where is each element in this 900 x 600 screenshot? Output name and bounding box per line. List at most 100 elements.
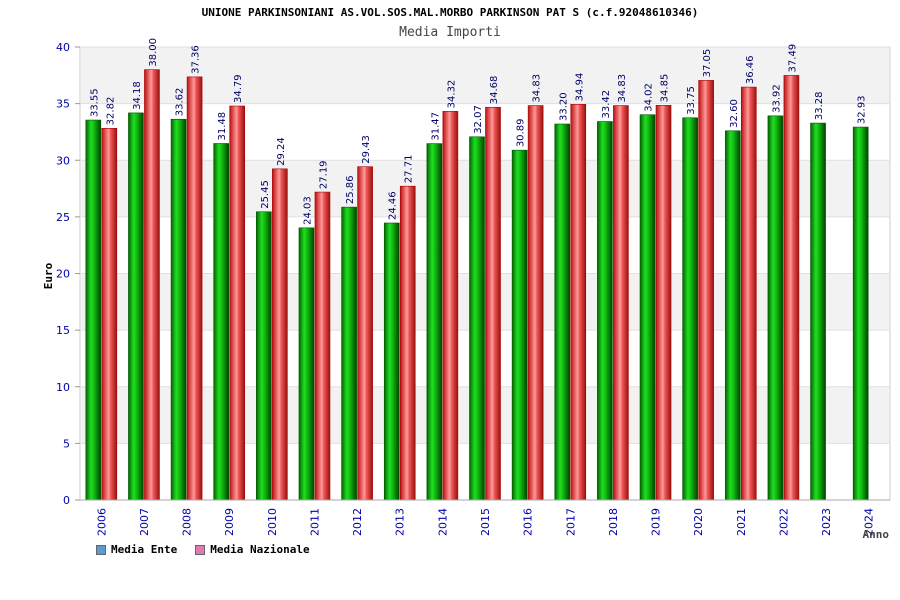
data-label: 33.42 [601, 90, 612, 119]
data-label: 34.79 [233, 74, 244, 103]
data-label: 31.48 [217, 112, 228, 141]
bar [85, 119, 102, 501]
data-label: 30.89 [516, 119, 527, 148]
y-axis-label: Euro [42, 262, 55, 289]
bar [613, 105, 629, 501]
legend-swatch-media-nazionale [195, 544, 206, 555]
x-tick-label: 2020 [692, 508, 705, 536]
data-label: 34.32 [446, 80, 457, 109]
x-tick-label: 2019 [650, 508, 663, 536]
data-label: 33.20 [558, 92, 569, 121]
bar [740, 86, 757, 501]
bar [639, 114, 656, 501]
bar [698, 80, 714, 501]
bar [682, 117, 698, 501]
y-axis: 0 5 10 15 20 25 30 35 40 [56, 41, 80, 507]
data-label: 32.82 [105, 97, 116, 126]
bar [570, 104, 587, 501]
x-axis: 2006 2007 2008 2009 2010 2011 2012 2013 2014 2015… [80, 499, 890, 536]
data-label: 29.43 [361, 135, 372, 164]
data-label: 37.36 [191, 45, 202, 74]
data-label: 33.92 [771, 84, 782, 113]
bar [597, 121, 613, 501]
bar [511, 149, 528, 501]
x-tick-label: 2014 [436, 508, 449, 536]
bar [128, 112, 144, 501]
data-label: 31.47 [430, 112, 441, 141]
x-tick-label: 2022 [777, 508, 790, 536]
bar [144, 69, 160, 501]
y-tick-label: 40 [56, 41, 70, 54]
bar [426, 143, 443, 501]
bar [314, 191, 331, 501]
y-tick-label: 35 [56, 98, 70, 111]
bar [442, 111, 459, 501]
y-tick-label: 25 [56, 211, 70, 224]
data-label: 33.62 [175, 88, 186, 117]
bar [554, 123, 571, 501]
bar [101, 128, 118, 501]
legend-item-media-ente: Media Ente [96, 543, 177, 556]
data-label: 34.68 [489, 76, 500, 105]
data-label: 32.60 [729, 99, 740, 128]
legend-swatch-media-ente [96, 544, 106, 555]
bar [485, 106, 501, 501]
bar [724, 130, 741, 501]
x-tick-label: 2006 [95, 508, 108, 536]
bar [527, 105, 544, 501]
x-tick-label: 2016 [522, 508, 535, 536]
y-tick-label: 15 [56, 324, 70, 337]
x-tick-label: 2012 [351, 508, 364, 536]
bar [272, 168, 288, 501]
legend-label-media-nazionale: Media Nazionale [210, 543, 310, 556]
data-label: 36.46 [745, 55, 756, 84]
data-label: 29.24 [276, 137, 287, 166]
bar [469, 136, 485, 501]
data-label: 27.19 [318, 160, 329, 189]
data-label: 33.55 [89, 88, 100, 117]
chart-title: UNIONE PARKINSONIANI AS.VOL.SOS.MAL.MORB… [201, 6, 699, 19]
x-tick-label: 2021 [735, 508, 748, 536]
bar [783, 75, 800, 501]
legend-item-media-nazionale: Media Nazionale [195, 543, 310, 556]
data-label: 34.02 [644, 83, 655, 112]
x-tick-label: 2013 [394, 508, 407, 536]
data-label: 34.83 [617, 74, 628, 103]
data-label: 32.07 [473, 105, 484, 134]
data-label: 33.28 [814, 91, 825, 120]
data-label: 34.18 [132, 81, 143, 110]
bar [341, 206, 357, 501]
x-tick-label: 2007 [138, 508, 151, 536]
chart-subtitle: Media Importi [399, 25, 501, 40]
x-axis-label: Anno [863, 528, 890, 541]
y-tick-label: 20 [56, 268, 70, 281]
y-tick-label: 5 [63, 437, 70, 450]
bar [357, 166, 373, 501]
data-label: 24.46 [388, 191, 399, 220]
bar [383, 222, 400, 501]
legend-label-media-ente: Media Ente [111, 543, 178, 556]
x-tick-label: 2015 [479, 508, 492, 536]
bar [229, 105, 246, 501]
data-label: 25.45 [260, 180, 271, 209]
data-label: 34.94 [574, 73, 585, 102]
y-tick-label: 30 [56, 154, 70, 167]
bar [213, 143, 230, 501]
data-label: 32.93 [857, 95, 868, 124]
data-label: 34.83 [532, 74, 543, 103]
data-label: 33.75 [686, 86, 697, 115]
x-tick-label: 2009 [223, 508, 236, 536]
legend: Media Ente Media Nazionale [96, 543, 310, 556]
bars: 33.55 32.82 34.18 38.00 33.62 37.36 31.48 34.79… [85, 38, 869, 501]
x-tick-label: 2017 [564, 508, 577, 536]
bar [399, 185, 416, 501]
x-tick-label: 2011 [308, 508, 321, 536]
bar [810, 122, 826, 501]
data-label: 37.05 [702, 49, 713, 78]
data-label: 25.86 [345, 175, 356, 204]
data-label: 24.03 [302, 196, 313, 225]
bar [767, 115, 784, 501]
data-label: 38.00 [148, 38, 159, 67]
x-tick-label: 2023 [820, 508, 833, 536]
